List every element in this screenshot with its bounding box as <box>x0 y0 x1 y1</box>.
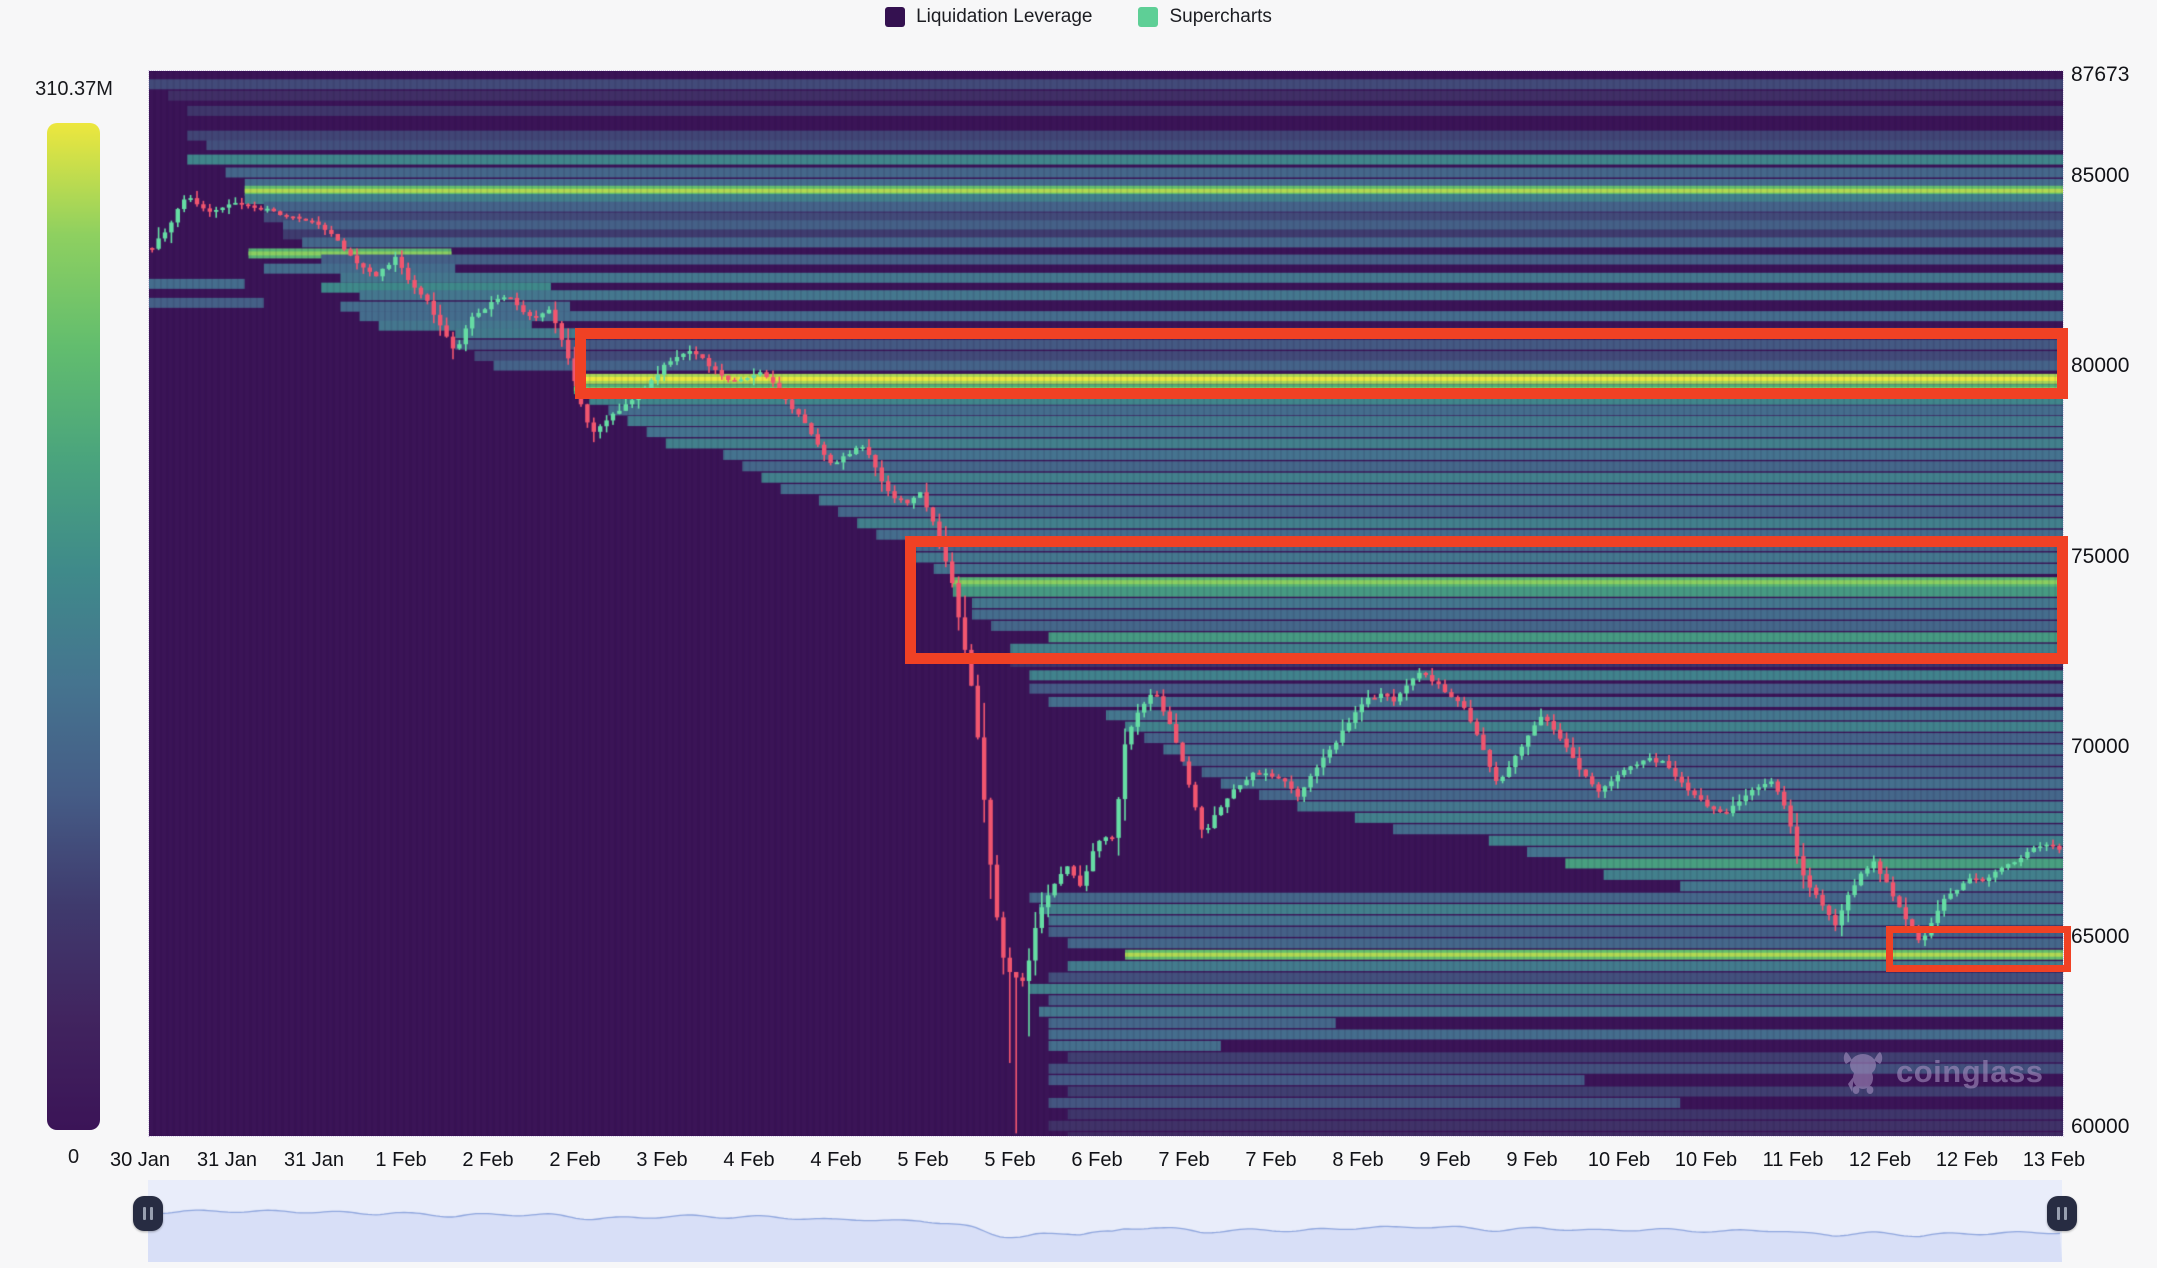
date-axis-label: 12 Feb <box>1935 1149 1999 1171</box>
supercharts-swatch-icon <box>1138 7 1159 27</box>
date-axis-label: 5 Feb <box>897 1149 949 1171</box>
price-axis-label: 75000 <box>2071 544 2130 568</box>
liquidation-heatmap-chart[interactable] <box>148 70 2064 1137</box>
heatmap-canvas[interactable] <box>149 71 2063 1136</box>
chart-legend: Liquidation Leverage Supercharts <box>0 6 2157 28</box>
drawn-annotation-rectangle <box>575 328 2068 399</box>
price-axis-label: 85000 <box>2071 164 2130 188</box>
price-axis-label: 70000 <box>2071 734 2130 758</box>
date-axis-label: 10 Feb <box>1587 1149 1651 1171</box>
liquidation-leverage-swatch-icon <box>885 7 906 27</box>
price-axis-label: 60000 <box>2071 1114 2130 1138</box>
date-axis-label: 2 Feb <box>549 1149 601 1171</box>
date-axis-label: 13 Feb <box>2022 1149 2086 1171</box>
date-axis-label: 3 Feb <box>636 1149 688 1171</box>
legend-label: Liquidation Leverage <box>916 6 1093 27</box>
date-axis-label: 2 Feb <box>462 1149 514 1171</box>
date-axis-label: 11 Feb <box>1762 1149 1824 1171</box>
colorbar-max-label: 310.37M <box>35 78 113 100</box>
date-axis-label: 9 Feb <box>1419 1149 1471 1171</box>
date-axis-label: 9 Feb <box>1506 1149 1558 1171</box>
date-axis-label: 8 Feb <box>1332 1149 1384 1171</box>
date-axis-label: 1 Feb <box>375 1149 427 1171</box>
price-axis-label: 80000 <box>2071 354 2130 378</box>
date-axis-label: 31 Jan <box>196 1149 258 1171</box>
legend-item-liquidation-leverage[interactable]: Liquidation Leverage <box>885 6 1092 28</box>
date-axis-label: 10 Feb <box>1674 1149 1738 1171</box>
legend-label: Supercharts <box>1169 6 1272 27</box>
date-axis-label: 5 Feb <box>984 1149 1036 1171</box>
date-axis-label: 31 Jan <box>283 1149 345 1171</box>
legend-item-supercharts[interactable]: Supercharts <box>1138 6 1272 28</box>
date-axis-label: 12 Feb <box>1848 1149 1912 1171</box>
date-axis-label: 4 Feb <box>723 1149 775 1171</box>
drawn-annotation-rectangle <box>905 536 2068 664</box>
date-axis-label: 30 Jan <box>109 1149 171 1171</box>
date-axis-label: 4 Feb <box>810 1149 862 1171</box>
navigator-left-handle[interactable] <box>133 1196 163 1231</box>
drawn-annotation-rectangle <box>1886 926 2071 972</box>
date-axis-label: 7 Feb <box>1158 1149 1210 1171</box>
price-axis-label: 65000 <box>2071 924 2130 948</box>
price-axis-label: 87673 <box>2071 62 2130 86</box>
navigator-canvas[interactable] <box>148 1180 2062 1262</box>
colorbar-min-label: 0 <box>67 1146 80 1168</box>
navigator-right-handle[interactable] <box>2047 1196 2077 1231</box>
date-axis-label: 6 Feb <box>1071 1149 1123 1171</box>
date-axis-label: 7 Feb <box>1245 1149 1297 1171</box>
timeline-navigator[interactable] <box>133 1180 2077 1262</box>
colorbar-gradient <box>47 123 100 1130</box>
